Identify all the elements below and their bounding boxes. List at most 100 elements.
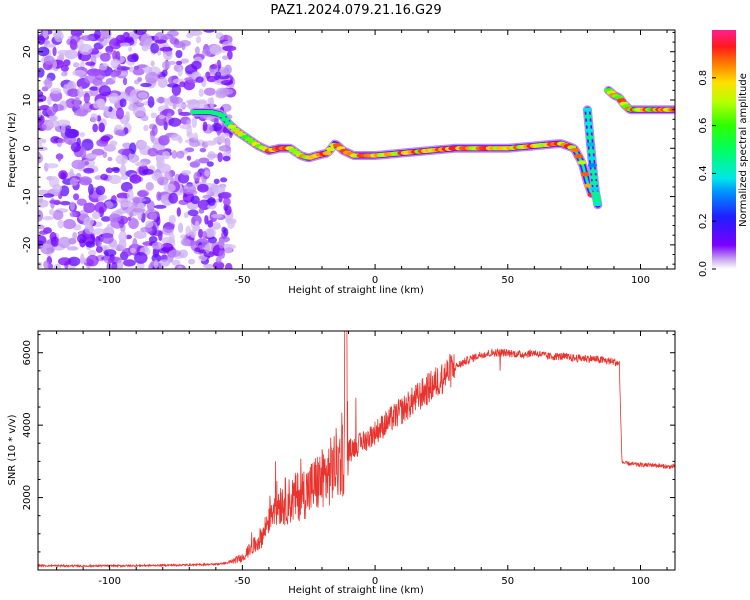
spectrogram-track-core [587, 156, 597, 161]
spectrogram-noise-blob [159, 47, 173, 52]
spectrogram-noise-blob [137, 190, 148, 198]
spectrogram-noise-blob [89, 86, 99, 91]
spectrogram-noise-blob [57, 138, 65, 144]
spectrogram-noise-blob [191, 116, 197, 129]
y-tick-label: 0 [22, 145, 33, 151]
spectrogram-noise-blob [140, 82, 152, 88]
snr-y-label: SNR (10 * v/v) [7, 414, 18, 485]
spectrogram-noise-blob [153, 259, 159, 269]
spectrogram-noise-blob [162, 33, 174, 40]
spectrogram-noise-blob [38, 137, 45, 144]
y-tick-label: 4000 [22, 412, 33, 437]
spectrogram-noise-blob [99, 64, 108, 71]
spectrogram-noise-blob [110, 241, 118, 250]
spectrogram-noise-blob [115, 107, 124, 120]
spectrogram-noise-blob [38, 230, 48, 235]
spectrogram-noise-blob [132, 196, 140, 204]
spectrogram-track-core [588, 169, 598, 174]
spectrogram-noise-blob [157, 76, 168, 88]
spectrogram-track-core [591, 191, 601, 196]
spectrogram-noise-blob [79, 146, 87, 159]
spectrogram-noise-blob [38, 151, 42, 163]
spectrogram-noise-blob [218, 250, 226, 259]
spectrogram-noise-blob [207, 220, 214, 228]
spectrogram-noise-blob [83, 167, 95, 174]
spectrogram-noise-blob [97, 240, 102, 248]
spectrogram-noise-blob [38, 261, 43, 269]
spectrogram-noise-blob [76, 198, 87, 206]
spectrogram-noise-blob [42, 30, 49, 39]
spectrogram-noise-blob [141, 44, 149, 52]
spectrogram-frame [37, 29, 676, 270]
spectrogram-noise-blob [76, 233, 87, 244]
spectrogram-noise-blob [213, 178, 220, 185]
snr-panel: -100 -50 0 50 100 2000 4000 6000 Height of str… [7, 330, 676, 596]
colorbar-tick-label: 0.2 [698, 213, 709, 229]
spectrogram-noise-blob [111, 261, 118, 269]
spectrogram-noise-blob [112, 167, 120, 173]
spectrogram-noise-blob [58, 170, 68, 180]
spectrogram-noise-blob [38, 110, 42, 118]
spectrogram-track-core [591, 194, 601, 200]
spectrogram-noise-blob [108, 92, 120, 104]
spectrogram-noise-blob [222, 155, 231, 162]
spectrogram-noise-blob [143, 124, 149, 132]
spectrogram-noise-blob [185, 225, 192, 237]
spectrogram-noise-blob [157, 176, 169, 186]
spectrogram-noise-blob [38, 195, 43, 204]
spectrogram-noise-blob [133, 30, 147, 36]
spectrogram-noise-blob [56, 119, 71, 127]
spectrogram-track-core [220, 117, 230, 122]
spectrogram-noise-blob [71, 159, 86, 170]
spectrogram-noise-blob [69, 211, 77, 218]
spectrogram-noise-blob [189, 229, 197, 238]
spectrogram-noise-blob [94, 70, 106, 81]
spectrogram-noise-blob [64, 128, 79, 139]
spectrogram-noise-blob [178, 111, 192, 117]
spectrogram-noise-blob [180, 238, 191, 246]
spectrogram-noise-blob [168, 214, 176, 224]
spectrogram-noise-blob [176, 207, 182, 217]
spectrogram-noise-blob [168, 249, 182, 258]
spectrogram-noise-blob [38, 46, 50, 57]
spectrogram-noise-blob [73, 97, 81, 109]
spectrogram-noise-blob [118, 231, 128, 243]
spectrogram-noise-blob [60, 123, 66, 134]
spectrogram-noise-blob [171, 96, 183, 105]
spectrogram-noise-blob [48, 208, 55, 216]
spectrogram-noise-blob [98, 122, 105, 133]
spectrogram-y-label: Frequency (Hz) [7, 112, 18, 188]
spectrogram-noise-blob [198, 157, 210, 164]
snr-frame [37, 330, 676, 571]
spectrogram-noise-blob [86, 254, 99, 267]
spectrogram-noise-blob [187, 209, 199, 217]
spectrogram-noise-blob [120, 201, 131, 208]
spectrogram-noise-blob [190, 195, 200, 205]
spectrogram-noise-blob [58, 236, 71, 249]
spectrogram-noise-blob [120, 175, 129, 181]
spectrogram-noise-blob [137, 140, 148, 149]
spectrogram-noise-blob [210, 184, 220, 193]
spectrogram-noise-blob [115, 197, 129, 203]
spectrogram-noise-blob [79, 131, 86, 138]
colorbar-tick-label: 0.6 [698, 118, 709, 134]
colorbar-gradient [712, 30, 736, 269]
spectrogram-noise-blob [156, 216, 161, 226]
spectrogram-noise-blob [72, 232, 78, 240]
spectrogram-noise-blob [53, 30, 64, 43]
colorbar-label: Normalized spectral amplitude [738, 73, 749, 227]
spectrogram-noise-blob [38, 209, 44, 222]
spectrogram-track-core [583, 114, 593, 119]
spectrogram-noise-blob [211, 122, 222, 132]
spectrogram-noise-blob [128, 151, 136, 163]
spectrogram-noise-blob [95, 246, 103, 253]
spectrogram-noise-blob [206, 228, 215, 238]
spectrogram-noise-blob [180, 234, 187, 239]
spectrogram-noise-blob [134, 161, 148, 167]
spectrogram-noise-blob [117, 64, 122, 76]
spectrogram-noise-blob [227, 219, 235, 229]
spectrogram-noise-blob [43, 43, 57, 48]
spectrogram-noise-blob [151, 124, 158, 136]
spectrogram-noise-blob [186, 131, 194, 139]
spectrogram-noise-blob [105, 167, 114, 174]
